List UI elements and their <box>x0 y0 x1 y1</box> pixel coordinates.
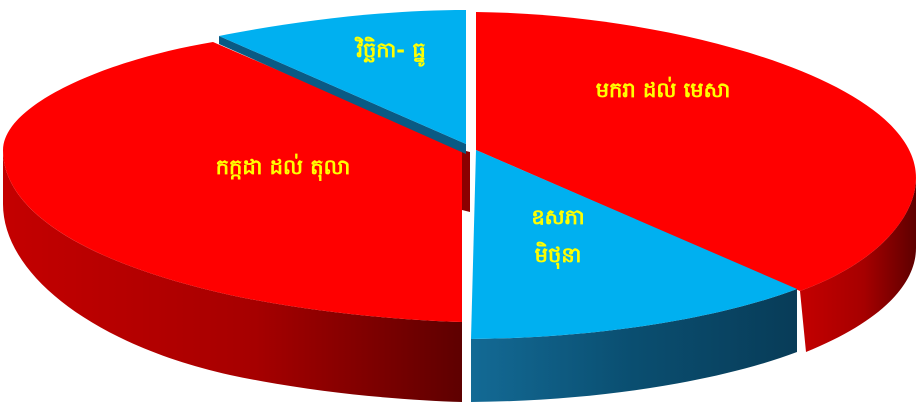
slice-label-2-line-1: ឧសភា <box>531 205 584 229</box>
pie-slice-1-top <box>476 12 916 291</box>
slice-label-3: កក្កដា ដល់ តុលា <box>216 153 351 182</box>
pie-slice-3-wall <box>3 150 462 402</box>
pie-slice-4-top <box>219 10 466 144</box>
slice-label-2-line-2: មិថុនា <box>535 241 582 270</box>
pie-slice-1 <box>476 12 916 352</box>
slice-labels: មករា ដល់ មេសាឧសភាមិថុនា កក្កដា ដល់ តុលា វិ… <box>216 36 731 270</box>
pie-slice-3 <box>3 42 470 402</box>
pie-slice-2-top <box>471 150 797 339</box>
pie-slice-3-inner-wall <box>462 150 470 212</box>
slice-label-1: មករា ដល់ មេសា <box>596 76 731 102</box>
pie-slice-2-wall <box>471 289 797 402</box>
pie-slice-1-wall <box>800 178 916 352</box>
pie-slice-2 <box>471 150 797 402</box>
pie-slice-4 <box>219 10 466 154</box>
pie-slice-3-top <box>3 42 462 322</box>
pie-slice-4-inner-wall <box>219 36 466 154</box>
slice-label-4: វិច្ឆិកា- ធ្នូ <box>354 36 426 67</box>
